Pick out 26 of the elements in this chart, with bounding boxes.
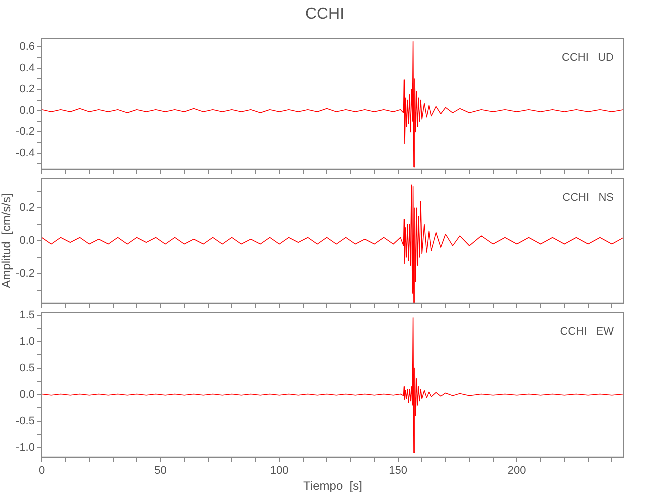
annotation: CCHI UD (562, 52, 614, 64)
x-axis-title: Tiempo [s] (304, 479, 362, 494)
y-tick-label: 0.2 (20, 202, 35, 214)
x-tick-label: 150 (389, 465, 408, 478)
x-tick-label: 50 (154, 465, 167, 478)
y-tick-label: -1.0 (16, 442, 35, 454)
y-tick-label: 0.2 (20, 84, 35, 96)
x-tick-label: 0 (38, 465, 46, 478)
y-tick-label: 0.6 (20, 41, 35, 54)
annotation: CCHI NS (562, 192, 614, 204)
y-tick-label: 0.0 (20, 388, 35, 401)
y-tick-label: -0.2 (16, 126, 35, 138)
x-tick-label: 200 (508, 465, 526, 478)
y-tick-label: -0.2 (16, 268, 35, 280)
y-tick-label: 0.4 (20, 62, 35, 74)
chart-title: CCHI (304, 6, 346, 24)
annotation: CCHI EW (560, 326, 615, 338)
y-tick-label: -0.5 (16, 415, 35, 428)
y-tick-label: 0.0 (20, 235, 35, 248)
y-tick-label: 0.0 (20, 104, 35, 117)
y-tick-label: 1.0 (20, 336, 35, 348)
y-tick-label: 0.5 (20, 362, 35, 374)
y-tick-label: 1.5 (20, 309, 35, 322)
y-tick-label: -0.4 (16, 147, 35, 160)
x-tick-label: 100 (270, 465, 289, 478)
y-axis-title: Amplitud [cm/s/s] (0, 194, 14, 288)
